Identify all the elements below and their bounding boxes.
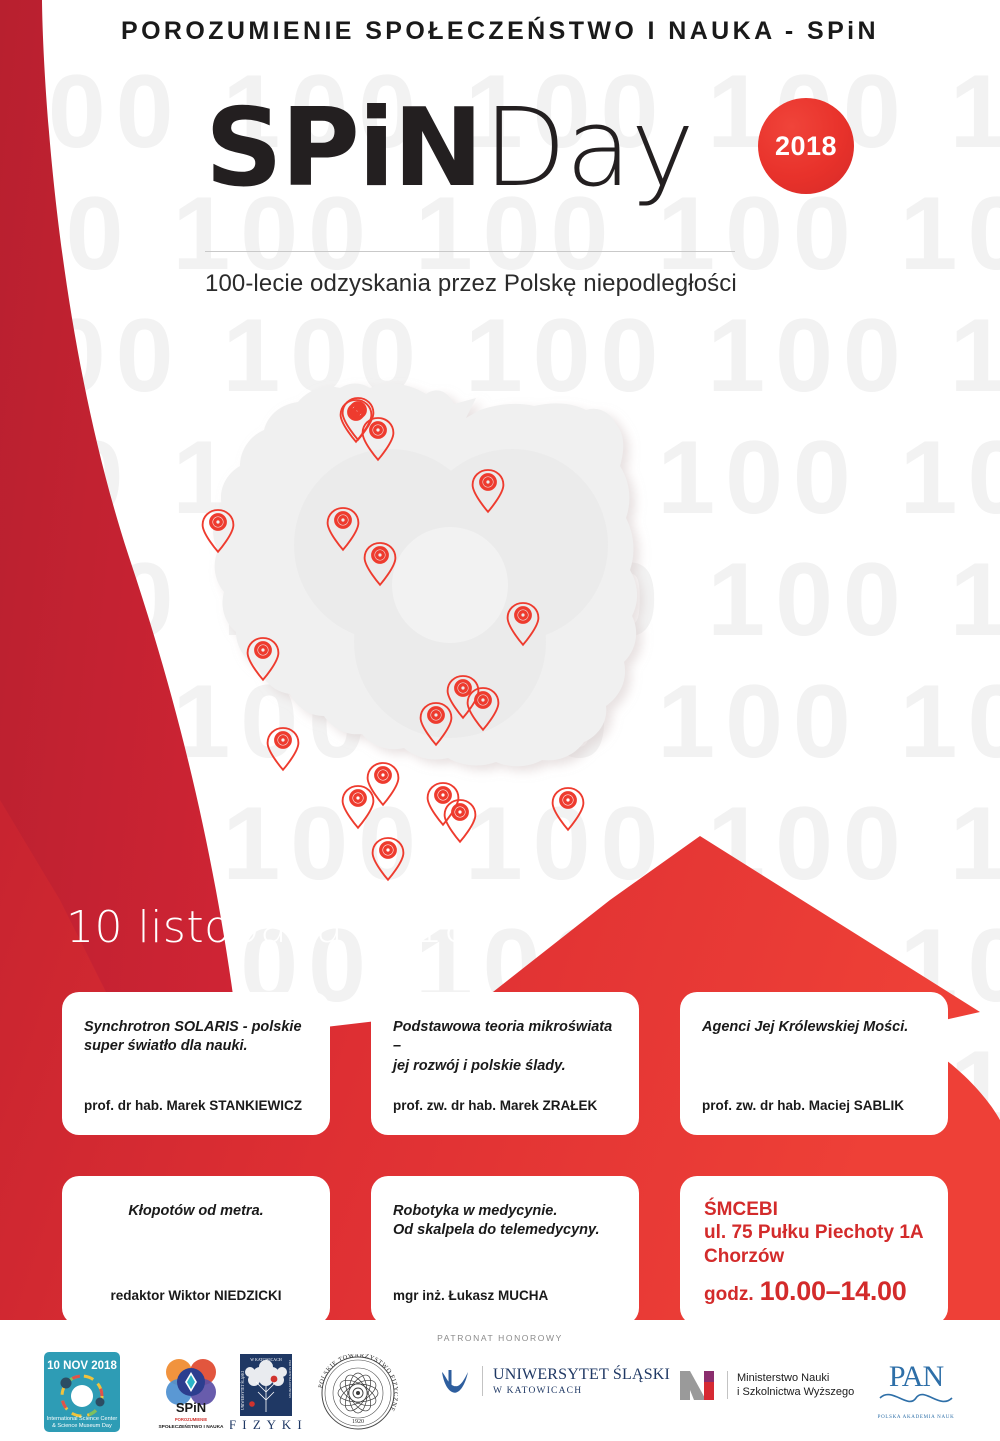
- talk-title: Robotyka w medycynie. Od skalpela do tel…: [393, 1202, 617, 1241]
- venue-card[interactable]: ŚMCEBI ul. 75 Pułku Piechoty 1A Chorzów …: [680, 1175, 948, 1326]
- venue-street: ul. 75 Pułku Piechoty 1A: [704, 1222, 924, 1244]
- footer-logos: 10 NOV 2018 International Science Center…: [0, 1348, 1000, 1434]
- map-pin: [363, 542, 397, 587]
- red-bottom-block: [0, 600, 1000, 1320]
- map-inner-watermark: [294, 449, 608, 738]
- talk-title-line: jej rozwój i polskie ślady.: [393, 1057, 566, 1074]
- pan-title: PAN: [889, 1360, 944, 1393]
- svg-text:POLSKIE TOWARZYSTWO FIZYCZNE: POLSKIE TOWARZYSTWO FIZYCZNE: [318, 1354, 398, 1413]
- talk-title-line: Kłopotów od metra.: [128, 1202, 264, 1219]
- spin-logo-title: SPiN: [176, 1400, 206, 1415]
- map-pin: [361, 417, 395, 462]
- venue-name: ŚMCEBI: [704, 1198, 778, 1220]
- talk-speaker: prof. dr hab. Marek STANKIEWICZ: [84, 1097, 303, 1113]
- map-pin: [366, 762, 400, 807]
- venue-time: godz. 10.00–14.00: [704, 1276, 926, 1307]
- map-pin: [371, 837, 405, 882]
- talks-grid: Synchrotron SOLARIS - polskie super świa…: [62, 992, 948, 1326]
- fizyki-bottom: F I Z Y K I: [230, 1417, 302, 1432]
- talk-title-line: Robotyka w medycynie.: [393, 1202, 558, 1219]
- page-title: POROZUMIENIE SPOŁECZEŃSTWO I NAUKA - SPi…: [121, 16, 879, 45]
- iscsmd-date: 10 NOV 2018: [47, 1360, 117, 1372]
- map-pin: [266, 727, 300, 772]
- polskie-towarzystwo-fizyczne-logo: POLSKIE TOWARZYSTWO FIZYCZNE 1920: [318, 1354, 398, 1432]
- map-pin: [466, 687, 500, 732]
- ministry-line2: i Szkolnictwa Wyższego: [737, 1386, 855, 1398]
- talk-speaker: mgr inż. Łukasz MUCHA: [393, 1288, 549, 1304]
- talk-card[interactable]: Podstawowa teoria mikroświata – jej rozw…: [371, 992, 639, 1135]
- talk-title-line: Agenci Jej Królewskiej Mości.: [702, 1019, 909, 1035]
- footer: PATRONAT HONOROWY 10 NOV 2018 Internatio…: [0, 1320, 1000, 1441]
- talk-card[interactable]: Synchrotron SOLARIS - polskie super świa…: [62, 992, 330, 1135]
- talk-title-line: Podstawowa teoria mikroświata –: [393, 1019, 613, 1055]
- ministerstwo-nauki-logo: Ministerstwo Nauki i Szkolnictwa Wyższeg…: [678, 1368, 854, 1402]
- map-pin: [201, 509, 235, 554]
- polska-akademia-nauk-logo: PAN POLSKA AKADEMIA NAUK: [872, 1358, 960, 1422]
- map-pin: [419, 702, 453, 747]
- poland-map: [180, 370, 820, 930]
- us-subtitle: W KATOWICACH: [493, 1386, 583, 1396]
- uniwersytet-slaski-logo: UNIWERSYTET ŚLĄSKI W KATOWICACH: [438, 1364, 670, 1398]
- talk-card[interactable]: Kłopotów od metra. redaktor Wiktor NIEDZ…: [62, 1175, 330, 1326]
- talk-title: Podstawowa teoria mikroświata – jej rozw…: [393, 1018, 617, 1076]
- spin-logo-line1: POROZUMIENIE: [175, 1417, 208, 1422]
- iscsmd-line2: & Science Museum Day: [52, 1423, 112, 1429]
- year-badge-label: 2018: [774, 130, 838, 161]
- venue-city: Chorzów: [704, 1245, 785, 1267]
- venue-time-value: 10.00–14.00: [759, 1276, 907, 1307]
- talk-title: Agenci Jej Królewskiej Mości.: [702, 1018, 926, 1037]
- year-badge: 2018: [758, 98, 854, 194]
- event-date: 10 listopada 2018: [66, 902, 472, 953]
- map-pin: [426, 782, 460, 827]
- us-mark-icon: [442, 1370, 468, 1393]
- ptf-ring-text: POLSKIE TOWARZYSTWO FIZYCZNE: [318, 1354, 398, 1413]
- spin-logo: SPiN POROZUMIENIE SPOŁECZEŃSTWO I NAUKA: [145, 1352, 237, 1432]
- talk-card[interactable]: Robotyka w medycynie. Od skalpela do tel…: [371, 1175, 639, 1326]
- ptf-year: 1920: [352, 1419, 364, 1425]
- fizyki-top: W KATOWICACH: [250, 1357, 282, 1362]
- logo-wordmark: SPiN Day: [205, 95, 765, 213]
- map-pins-group: [201, 397, 585, 882]
- talk-title-line: Od skalpela do telemedycyny.: [393, 1222, 600, 1239]
- header-bar: POROZUMIENIE SPOŁECZEŃSTWO I NAUKA - SPi…: [0, 0, 1000, 62]
- venue-time-label: godz.: [704, 1284, 754, 1306]
- map-pin: [506, 602, 540, 647]
- fizyki-right: PRO SCIENTIA DIVINITAS: [288, 1360, 292, 1398]
- map-pin: [246, 637, 280, 682]
- ministry-line1: Ministerstwo Nauki: [737, 1371, 830, 1384]
- talk-title-line: Synchrotron SOLARIS - polskie: [84, 1019, 302, 1035]
- patronage-label: PATRONAT HONOROWY: [437, 1333, 563, 1343]
- fizyki-left: UNIWERSYTET ŚLĄSKI: [240, 1370, 245, 1410]
- logo-divider: [205, 251, 735, 252]
- talk-speaker: prof. zw. dr hab. Marek ZRAŁEK: [393, 1097, 598, 1113]
- logo-spin-text: SPiN: [205, 86, 483, 211]
- talk-title: Kłopotów od metra.: [84, 1202, 308, 1221]
- logo-subtitle: 100-lecie odzyskania przez Polskę niepod…: [205, 270, 737, 297]
- talk-card[interactable]: Agenci Jej Królewskiej Mości. prof. zw. …: [680, 992, 948, 1135]
- map-pin: [551, 787, 585, 832]
- iscsmd-line1: International Science Center: [47, 1416, 118, 1422]
- pan-sub: POLSKA AKADEMIA NAUK: [878, 1415, 955, 1420]
- talk-speaker: redaktor Wiktor NIEDZICKI: [110, 1288, 282, 1304]
- map-pin: [341, 785, 375, 830]
- map-pin: [443, 799, 477, 844]
- international-science-center-logo: 10 NOV 2018 International Science Center…: [42, 1350, 122, 1434]
- map-pin: [326, 507, 360, 552]
- talk-title: Synchrotron SOLARIS - polskie super świa…: [84, 1018, 308, 1057]
- us-title: UNIWERSYTET ŚLĄSKI: [493, 1366, 671, 1383]
- talk-title-line: super światło dla nauki.: [84, 1038, 248, 1055]
- wydzial-fizyki-logo: W KATOWICACH UNIWERSYTET ŚLĄSKI PRO SCIE…: [230, 1352, 302, 1434]
- spin-logo-line2: SPOŁECZEŃSTWO I NAUKA: [158, 1422, 224, 1430]
- map-pin: [446, 675, 480, 720]
- map-pin: [339, 399, 373, 444]
- ministry-mark-icon: [680, 1371, 714, 1400]
- logo-day-text: Day: [483, 86, 694, 211]
- logo-block: SPiN Day 100-lecie odzyskania przez Pols…: [205, 95, 765, 298]
- map-pin: [471, 469, 505, 514]
- talk-speaker: prof. zw. dr hab. Maciej SABLIK: [702, 1097, 905, 1113]
